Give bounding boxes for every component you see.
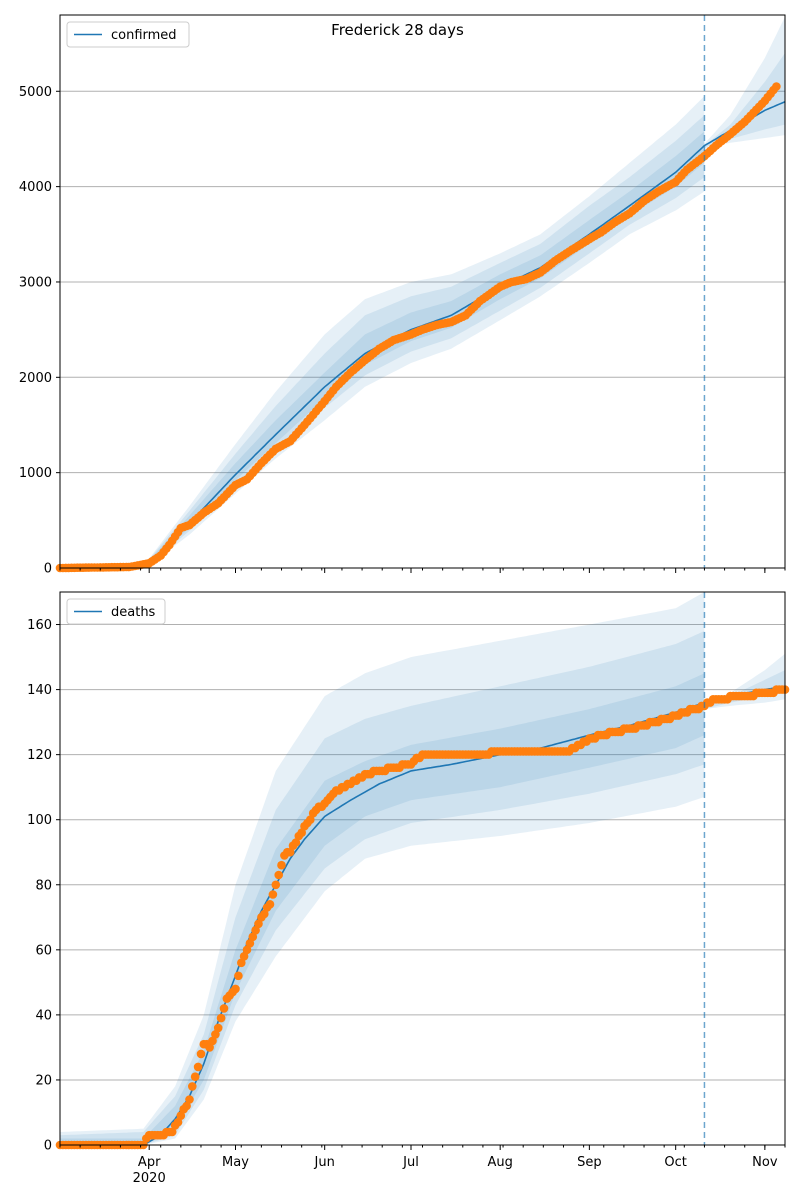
- observed-point: [167, 1127, 177, 1137]
- observed-point: [271, 880, 281, 890]
- y-tick-label: 1000: [19, 466, 52, 481]
- x-tick-label: May: [222, 1155, 249, 1170]
- observed-point: [251, 926, 260, 935]
- band-outer: [60, 96, 705, 568]
- observed-point: [268, 890, 278, 899]
- chart-panel-1: 0 1000 2000 3000 4000 5000 Frederick 28 days co…: [19, 14, 786, 577]
- observed-point: [285, 847, 295, 857]
- x-tick-label: Jun: [314, 1155, 335, 1170]
- y-tick-label: 5000: [19, 85, 52, 100]
- observed-point: [185, 1095, 194, 1104]
- x-tick-label: Jul: [402, 1155, 419, 1170]
- y-tick-label: 0: [44, 562, 52, 577]
- x-tick-sublabel: 2020: [133, 1171, 166, 1186]
- y-tick-label: 20: [35, 1073, 52, 1088]
- band-forecast-outer: [704, 16, 785, 149]
- observed-point: [245, 939, 255, 948]
- x-tick-label: Apr: [138, 1155, 161, 1170]
- band-mid: [60, 115, 705, 568]
- observed-markers: [55, 685, 790, 1150]
- legend: deaths: [66, 598, 166, 625]
- observed-point: [239, 952, 249, 961]
- observed-point: [297, 828, 307, 837]
- observed-point: [211, 1030, 220, 1039]
- y-tick-label: 3000: [19, 275, 52, 290]
- y-tick-label: 160: [27, 618, 52, 633]
- observed-point: [188, 1082, 197, 1091]
- observed-markers: [55, 82, 781, 573]
- y-tick-label: 100: [27, 813, 52, 828]
- y-tick-label: 120: [27, 748, 52, 763]
- observed-point: [231, 984, 240, 994]
- observed-point: [274, 870, 284, 880]
- observed-point: [237, 958, 246, 968]
- chart-title: Frederick 28 days: [331, 21, 464, 39]
- y-tick-label: 2000: [19, 371, 52, 386]
- x-tick-label: Sep: [577, 1155, 602, 1170]
- y-tick-label: 80: [35, 878, 52, 893]
- observed-point: [772, 82, 781, 91]
- observed-point: [306, 815, 315, 824]
- observed-point: [277, 860, 286, 870]
- legend-box: [66, 21, 190, 48]
- y-tick-label: 40: [35, 1008, 52, 1023]
- observed-point: [205, 1043, 214, 1052]
- observed-point: [182, 1101, 191, 1111]
- observed-point: [173, 1117, 183, 1127]
- legend: confirmed: [66, 21, 190, 48]
- observed-point: [291, 838, 301, 847]
- observed-point: [216, 1013, 226, 1023]
- observed-point: [260, 909, 269, 919]
- y-tick-label: 140: [27, 683, 52, 698]
- observed-point: [193, 1062, 203, 1072]
- observed-point: [176, 1111, 186, 1120]
- legend-label: deaths: [111, 605, 156, 620]
- observed-point: [219, 1004, 229, 1013]
- y-tick-label: 60: [35, 943, 52, 958]
- y-tick-label: 4000: [19, 180, 52, 195]
- observed-point: [234, 971, 243, 981]
- observed-point: [213, 1023, 223, 1033]
- observed-point: [208, 1036, 217, 1046]
- band-forecast-inner: [704, 53, 785, 148]
- legend-label: confirmed: [111, 28, 177, 43]
- y-tick-label: 0: [44, 1139, 52, 1154]
- observed-point: [242, 945, 252, 955]
- observed-point: [196, 1049, 206, 1059]
- legend-box: [66, 598, 166, 625]
- observed-point: [265, 900, 275, 909]
- observed-point: [254, 919, 263, 929]
- observed-point: [248, 932, 258, 942]
- x-tick-label: Aug: [487, 1155, 512, 1170]
- x-tick-label: Nov: [752, 1155, 778, 1170]
- x-tick-label: Oct: [664, 1155, 686, 1170]
- observed-point: [190, 1072, 200, 1081]
